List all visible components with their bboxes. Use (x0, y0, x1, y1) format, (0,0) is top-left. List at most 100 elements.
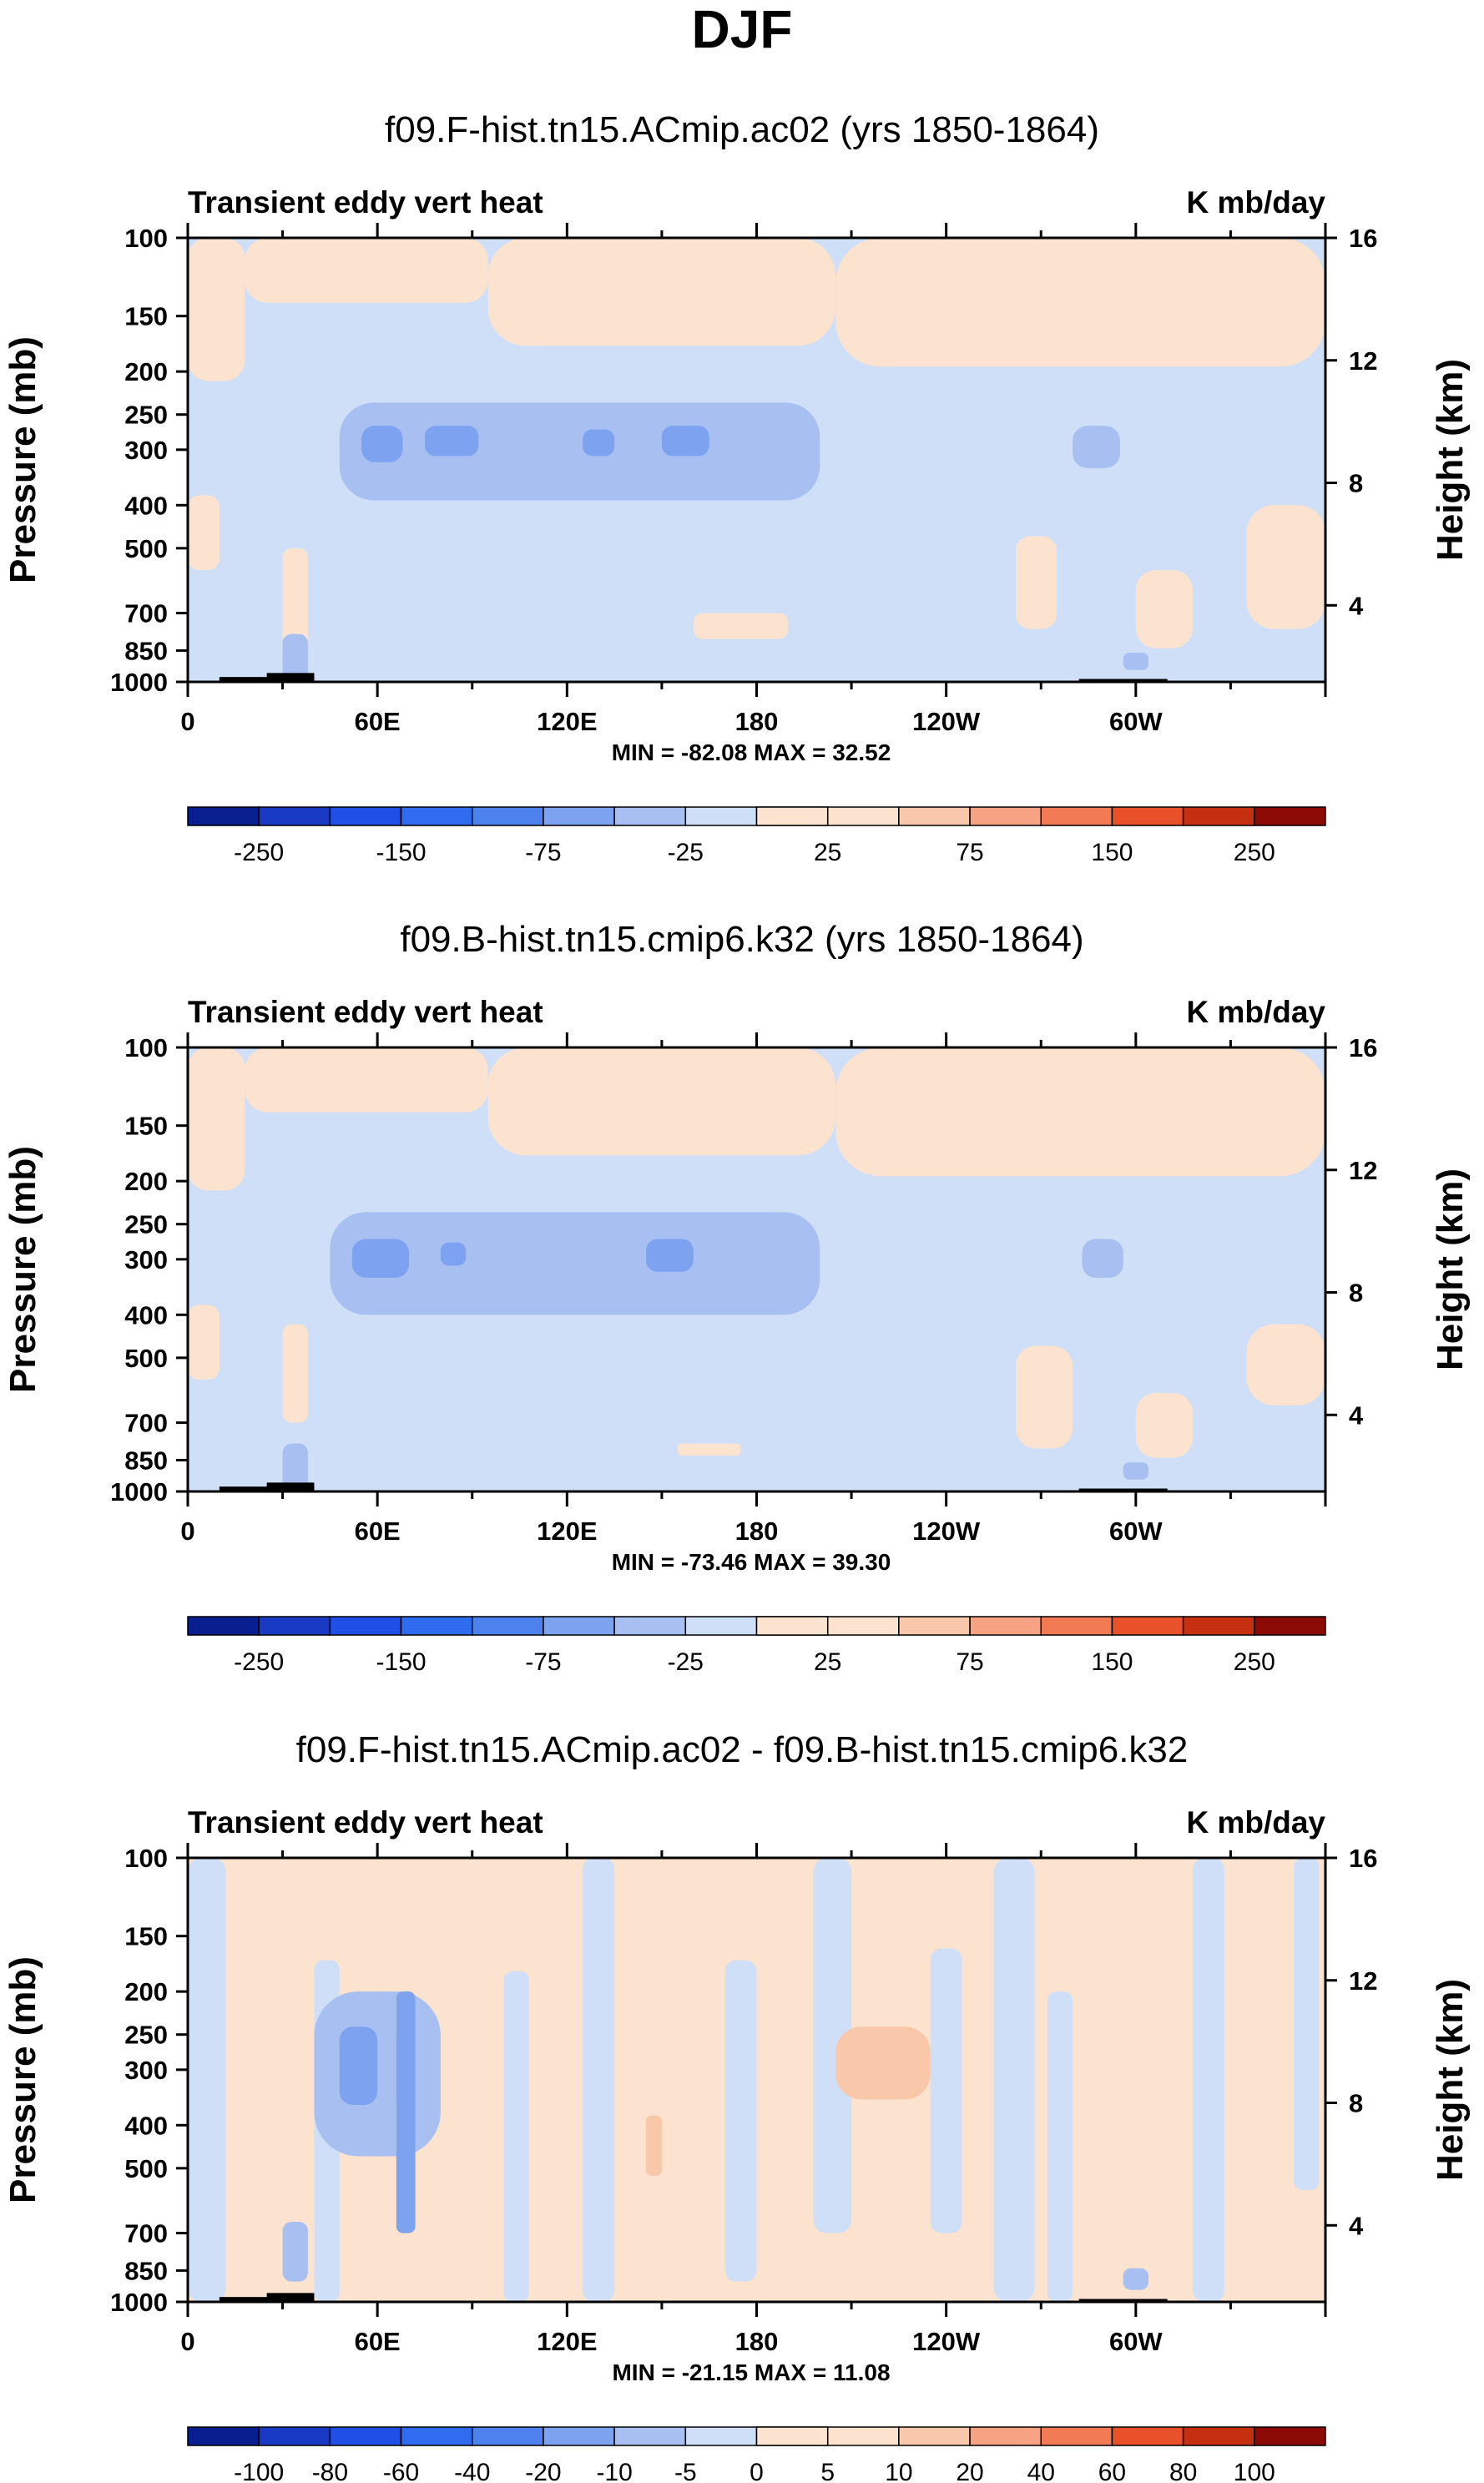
pressure-tick-label: 850 (124, 1446, 168, 1475)
height-tick-label: 8 (1349, 469, 1363, 498)
units-label: K mb/day (1186, 1805, 1325, 1840)
figure-title: DJF (691, 0, 793, 59)
colorbar-label: 20 (956, 2459, 983, 2483)
colorbar-swatch (1254, 806, 1326, 826)
contour-region (583, 1858, 615, 2302)
height-tick-label: 4 (1349, 1400, 1364, 1430)
lon-tick-label: 120E (537, 2327, 597, 2356)
lon-tick-label: 120E (537, 707, 597, 736)
colorbar-swatch (826, 2426, 900, 2446)
panel-3: f09.F-hist.tn15.ACmip.ac02 - f09.B-hist.… (3, 1729, 1471, 2483)
pressure-tick-label: 300 (124, 1245, 168, 1274)
lon-tick-label: 0 (180, 1517, 194, 1546)
contour-region (188, 238, 245, 381)
lon-tick-label: 60E (355, 707, 401, 736)
colorbar-swatch (684, 806, 758, 826)
panel-1: f09.F-hist.tn15.ACmip.ac02 (yrs 1850-186… (3, 109, 1471, 866)
colorbar-swatch (543, 806, 615, 826)
panel-title: f09.B-hist.tn15.cmip6.k32 (yrs 1850-1864… (400, 919, 1083, 960)
pressure-tick-label: 400 (124, 2111, 168, 2140)
lon-tick-label: 60W (1109, 1517, 1163, 1546)
contour-region (1294, 1858, 1320, 2191)
colorbar-swatch (400, 806, 473, 826)
pressure-axis-label: Pressure (mb) (3, 1956, 43, 2203)
pressure-axis-label: Pressure (mb) (3, 336, 43, 583)
height-tick-label: 8 (1349, 1279, 1363, 1308)
colorbar-swatch (1111, 1616, 1184, 1636)
height-axis-label: Height (km) (1430, 359, 1471, 561)
field-label: Transient eddy vert heat (188, 995, 543, 1029)
pressure-tick-label: 100 (124, 1033, 168, 1062)
contour-region (1015, 536, 1057, 629)
lon-tick-label: 120W (912, 707, 981, 736)
contour-region (835, 2026, 931, 2100)
colorbar-swatch (329, 2426, 402, 2446)
colorbar: -250 -150 -75 -25 25 75 150 250 (187, 806, 1326, 866)
pressure-tick-label: 150 (124, 1922, 168, 1951)
pressure-tick-label: 500 (124, 534, 168, 563)
colorbar-swatch (472, 1616, 544, 1636)
contour-region (503, 1971, 529, 2302)
colorbar-label: -75 (525, 1648, 561, 1676)
colorbar-label: -75 (525, 839, 561, 866)
colorbar-label: 60 (1098, 2459, 1126, 2483)
colorbar-swatch (1111, 2426, 1184, 2446)
height-tick-label: 16 (1349, 1844, 1377, 1873)
height-tick-label: 12 (1349, 1156, 1377, 1185)
colorbar-label: -100 (234, 2459, 284, 2483)
contour-region (245, 1047, 488, 1113)
field-label: Transient eddy vert heat (188, 185, 543, 220)
colorbar-swatch (329, 1616, 402, 1636)
pressure-tick-label: 1000 (110, 1477, 168, 1506)
lon-tick-label: 60W (1109, 707, 1163, 736)
contour-region (1135, 1392, 1193, 1458)
colorbar-label: 25 (814, 839, 841, 866)
contour-region (188, 1858, 226, 2302)
colorbar-swatch (684, 2426, 758, 2446)
colorbar-label: 80 (1169, 2459, 1197, 2483)
contour-region (282, 1443, 308, 1491)
pressure-tick-label: 100 (124, 1844, 168, 1873)
contour-region (396, 1991, 416, 2233)
colorbar-label: 5 (820, 2459, 835, 2483)
colorbar-swatch (187, 2426, 260, 2446)
colorbar-swatch (1182, 1616, 1255, 1636)
pressure-tick-label: 200 (124, 1977, 168, 2006)
colorbar-label: 100 (1234, 2459, 1275, 2483)
pressure-tick-label: 1000 (110, 2288, 168, 2317)
pressure-tick-label: 250 (124, 401, 168, 430)
contour-region (677, 1443, 741, 1456)
height-tick-label: 4 (1349, 2211, 1364, 2240)
contour-region (1246, 505, 1325, 629)
lon-tick-label: 180 (735, 707, 779, 736)
contour-region (351, 1239, 410, 1278)
colorbar-swatch (969, 2426, 1042, 2446)
colorbar-swatch (400, 1616, 473, 1636)
contour-region (361, 426, 403, 462)
units-label: K mb/day (1186, 185, 1325, 220)
colorbar-swatch (898, 2426, 971, 2446)
topography (266, 673, 315, 682)
colorbar-swatch (472, 806, 544, 826)
contour-region (1123, 1462, 1148, 1480)
height-tick-label: 16 (1349, 224, 1377, 253)
lon-tick-label: 120E (537, 1517, 597, 1546)
contour-region (1135, 570, 1193, 649)
colorbar-label: -250 (234, 1648, 284, 1676)
pressure-tick-label: 400 (124, 1300, 168, 1330)
contour-region (1123, 2268, 1148, 2290)
min-max-stats: MIN = -21.15 MAX = 11.08 (612, 2359, 890, 2385)
colorbar-swatch (258, 1616, 331, 1636)
height-axis-label: Height (km) (1430, 1979, 1471, 2181)
panel-title: f09.F-hist.tn15.ACmip.ac02 - f09.B-hist.… (296, 1729, 1189, 1770)
colorbar-swatch (755, 2426, 829, 2446)
colorbar-label: -250 (234, 839, 284, 866)
contour-region (424, 426, 479, 457)
contour-region (188, 1305, 220, 1380)
colorbar-label: 10 (885, 2459, 912, 2483)
contour-region (1082, 1239, 1123, 1278)
contour-region (813, 1858, 852, 2233)
contour-region (282, 633, 308, 682)
contour-region (1047, 1991, 1073, 2302)
colorbar-swatch (1040, 806, 1113, 826)
